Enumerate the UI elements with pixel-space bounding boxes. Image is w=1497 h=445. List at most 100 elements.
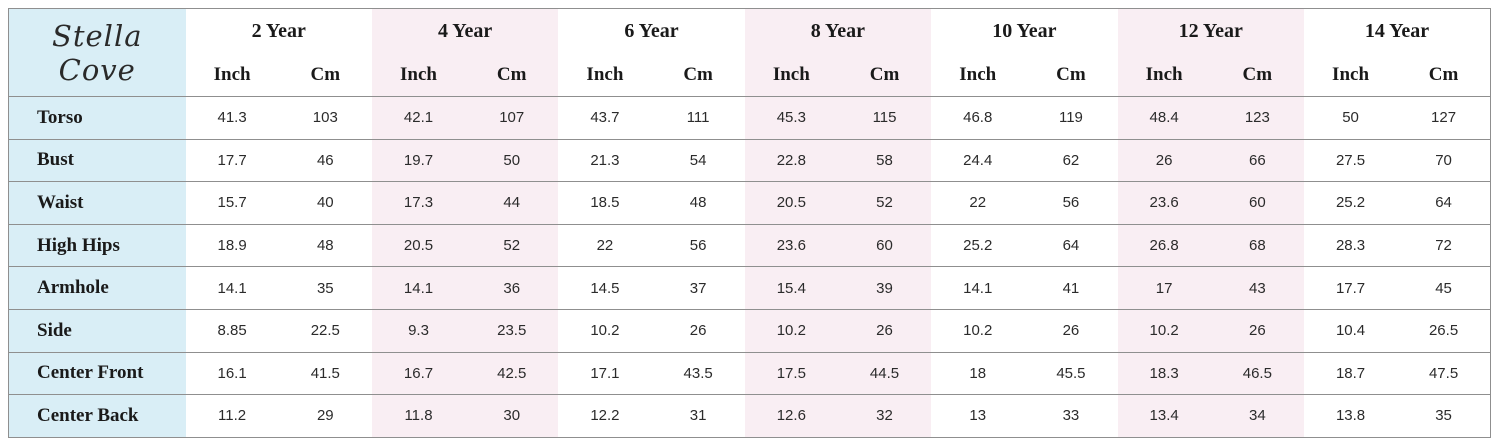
measurement-cell: 50 <box>465 138 559 182</box>
measurement-cell: 115 <box>837 96 932 140</box>
measurement-cell: 60 <box>837 223 932 267</box>
measurement-cell: 18 <box>931 351 1025 395</box>
measurement-cell: 54 <box>651 138 745 182</box>
measurement-cell: 45 <box>1397 266 1491 310</box>
measurement-cell: 45.3 <box>744 96 838 140</box>
measurement-cell: 20.5 <box>744 181 838 225</box>
measurement-cell: 44 <box>465 181 559 225</box>
measurement-cell: 18.5 <box>558 181 652 225</box>
measurement-cell: 72 <box>1397 223 1491 267</box>
measurement-cell: 42.1 <box>371 96 466 140</box>
measurement-cell: 43.5 <box>651 351 745 395</box>
row-label-side: Side <box>8 308 186 353</box>
measurement-cell: 40 <box>278 181 372 225</box>
measurement-cell: 31 <box>651 394 745 438</box>
measurement-cell: 30 <box>465 394 559 438</box>
row-label-center-back: Center Back <box>8 394 186 438</box>
measurement-cell: 22 <box>558 223 652 267</box>
size-group-header-8-year: 8 Year <box>744 8 932 55</box>
measurement-cell: 25.2 <box>1303 181 1398 225</box>
unit-header-inch: Inch <box>1303 54 1398 97</box>
measurement-cell: 13.4 <box>1117 394 1211 438</box>
measurement-cell: 26 <box>651 308 745 353</box>
measurement-cell: 13 <box>931 394 1025 438</box>
measurement-cell: 103 <box>278 96 372 140</box>
unit-header-inch: Inch <box>558 54 652 97</box>
measurement-cell: 21.3 <box>558 138 652 182</box>
measurement-cell: 17.5 <box>744 351 838 395</box>
row-label-torso: Torso <box>8 96 186 140</box>
measurement-cell: 11.2 <box>185 394 279 438</box>
measurement-cell: 10.2 <box>931 308 1025 353</box>
measurement-cell: 10.2 <box>558 308 652 353</box>
unit-header-cm: Cm <box>465 54 559 97</box>
unit-header-row: Inch Cm Inch Cm Inch Cm Inch Cm Inch Cm Inch Cm Inch… <box>9 54 1491 97</box>
measurement-cell: 22 <box>931 181 1025 225</box>
measurement-cell: 66 <box>1210 138 1304 182</box>
size-group-header-4-year: 4 Year <box>371 8 559 55</box>
measurement-cell: 10.2 <box>1117 308 1211 353</box>
measurement-cell: 18.3 <box>1117 351 1211 395</box>
measurement-cell: 18.9 <box>185 223 279 267</box>
measurement-cell: 14.1 <box>931 266 1025 310</box>
row-label-armhole: Armhole <box>8 266 186 310</box>
measurement-cell: 48 <box>651 181 745 225</box>
unit-header-inch: Inch <box>185 54 279 97</box>
measurement-cell: 39 <box>837 266 932 310</box>
row-label-waist: Waist <box>8 181 186 225</box>
row-label-bust: Bust <box>8 138 186 182</box>
unit-header-cm: Cm <box>651 54 745 97</box>
measurement-cell: 44.5 <box>837 351 932 395</box>
measurement-cell: 27.5 <box>1303 138 1398 182</box>
measurement-cell: 22.8 <box>744 138 838 182</box>
measurement-cell: 41.3 <box>185 96 279 140</box>
measurement-cell: 17.7 <box>185 138 279 182</box>
measurement-cell: 119 <box>1024 96 1118 140</box>
measurement-cell: 10.4 <box>1303 308 1398 353</box>
measurement-cell: 17 <box>1117 266 1211 310</box>
measurement-cell: 23.6 <box>744 223 838 267</box>
measurement-cell: 24.4 <box>931 138 1025 182</box>
measurement-cell: 16.1 <box>185 351 279 395</box>
size-group-header-6-year: 6 Year <box>558 8 745 55</box>
measurement-cell: 18.7 <box>1303 351 1398 395</box>
measurement-cell: 29 <box>278 394 372 438</box>
measurement-cell: 46 <box>278 138 372 182</box>
measurement-cell: 111 <box>651 96 745 140</box>
measurement-cell: 17.3 <box>371 181 466 225</box>
measurement-cell: 46.5 <box>1210 351 1304 395</box>
size-group-header-2-year: 2 Year <box>185 8 372 55</box>
size-chart-container: Stella Cove 2 Year 4 Year 6 Year 8 Year 10 Ye… <box>8 8 1491 438</box>
size-group-header-14-year: 14 Year <box>1303 8 1491 55</box>
row-label-center-front: Center Front <box>8 351 186 395</box>
unit-header-cm: Cm <box>1397 54 1491 97</box>
measurement-cell: 33 <box>1024 394 1118 438</box>
measurement-cell: 56 <box>1024 181 1118 225</box>
measurement-cell: 15.4 <box>744 266 838 310</box>
measurement-cell: 17.1 <box>558 351 652 395</box>
size-chart-header: Stella Cove 2 Year 4 Year 6 Year 8 Year 10 Ye… <box>8 8 1491 97</box>
measurement-cell: 41 <box>1024 266 1118 310</box>
measurement-cell: 37 <box>651 266 745 310</box>
measurement-cell: 107 <box>465 96 559 140</box>
measurement-cell: 25.2 <box>931 223 1025 267</box>
measurement-cell: 52 <box>837 181 932 225</box>
measurement-cell: 26 <box>1117 138 1211 182</box>
measurement-cell: 42.5 <box>465 351 559 395</box>
measurement-cell: 20.5 <box>371 223 466 267</box>
measurement-cell: 11.8 <box>371 394 466 438</box>
measurement-cell: 15.7 <box>185 181 279 225</box>
size-chart-table: Stella Cove 2 Year 4 Year 6 Year 8 Year 10 Ye… <box>8 8 1491 438</box>
measurement-cell: 9.3 <box>371 308 466 353</box>
unit-header-inch: Inch <box>931 54 1025 97</box>
measurement-cell: 52 <box>465 223 559 267</box>
measurement-cell: 26 <box>837 308 932 353</box>
measurement-cell: 32 <box>837 394 932 438</box>
measurement-cell: 26.8 <box>1117 223 1211 267</box>
unit-header-cm: Cm <box>1024 54 1118 97</box>
measurement-cell: 127 <box>1397 96 1491 140</box>
measurement-cell: 14.1 <box>185 266 279 310</box>
measurement-cell: 35 <box>1397 394 1491 438</box>
size-group-header-10-year: 10 Year <box>931 8 1118 55</box>
measurement-cell: 14.5 <box>558 266 652 310</box>
